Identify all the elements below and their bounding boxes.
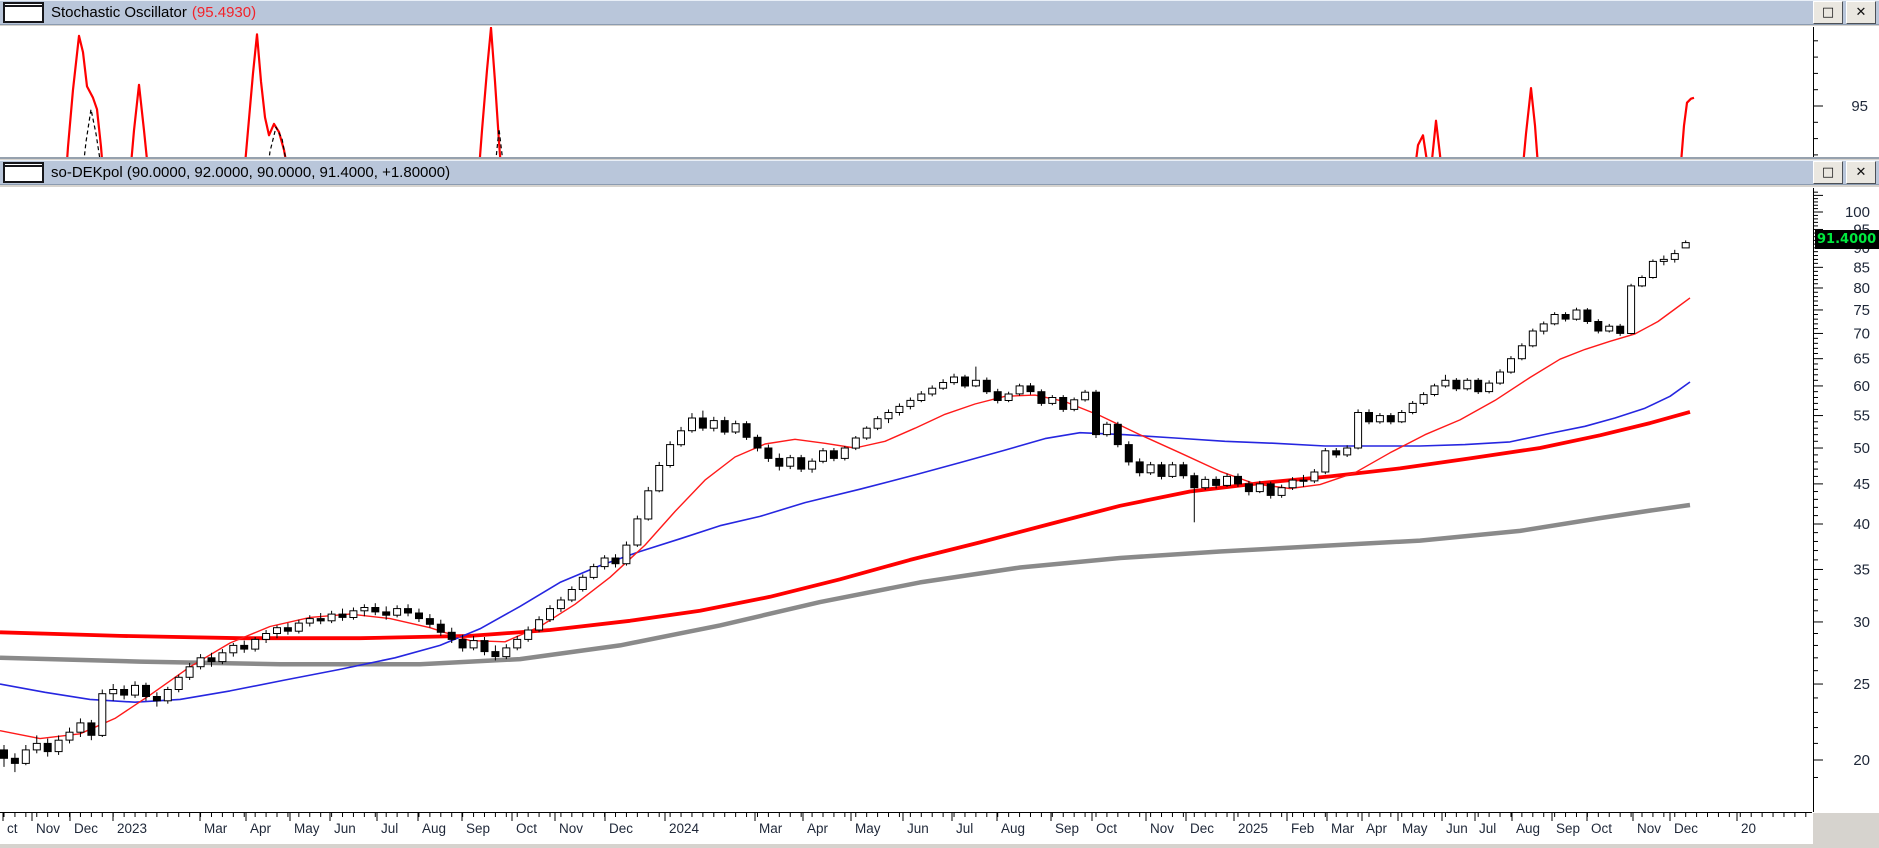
svg-text:Dec: Dec [609,821,633,836]
svg-text:100: 100 [1845,204,1870,221]
svg-text:Apr: Apr [250,821,272,836]
svg-text:75: 75 [1853,302,1870,319]
svg-text:2023: 2023 [117,821,147,836]
svg-text:Aug: Aug [422,821,446,836]
svg-text:80: 80 [1853,280,1870,297]
price-title: so-DEKpol (90.0000, 92.0000, 90.0000, 91… [51,164,451,181]
stochastic-value: (95.4930) [191,4,257,21]
window-menu-icon[interactable] [3,2,44,23]
svg-text:50: 50 [1853,440,1870,457]
svg-text:Mar: Mar [759,821,783,836]
svg-text:May: May [294,821,320,836]
close-button[interactable]: ✕ [1846,1,1876,24]
svg-text:85: 85 [1853,259,1870,276]
last-price-tag: 91.4000 [1815,230,1879,249]
svg-text:20: 20 [1853,752,1870,769]
svg-text:95: 95 [1851,98,1868,115]
price-titlebar[interactable]: so-DEKpol (90.0000, 92.0000, 90.0000, 91… [0,160,1879,185]
svg-text:Oct: Oct [516,821,537,836]
svg-text:Jun: Jun [334,821,356,836]
svg-text:Sep: Sep [1055,821,1079,836]
svg-text:70: 70 [1853,325,1870,342]
stochastic-titlebar[interactable]: Stochastic Oscillator (95.4930) □ ✕ [0,0,1879,25]
svg-text:Feb: Feb [1291,821,1314,836]
svg-text:Nov: Nov [1637,821,1661,836]
window-menu-icon[interactable] [3,162,44,183]
price-chart-area[interactable] [0,187,1879,844]
svg-text:Dec: Dec [1674,821,1698,836]
maximize-button[interactable]: □ [1813,1,1843,24]
svg-text:Apr: Apr [1366,821,1388,836]
svg-text:Jul: Jul [1479,821,1496,836]
svg-text:35: 35 [1853,561,1870,578]
stochastic-title: Stochastic Oscillator [51,4,187,21]
svg-text:Mar: Mar [1331,821,1355,836]
svg-text:Aug: Aug [1001,821,1025,836]
svg-text:Oct: Oct [1591,821,1612,836]
svg-text:Sep: Sep [466,821,490,836]
svg-text:30: 30 [1853,614,1870,631]
svg-text:May: May [1402,821,1428,836]
svg-text:Apr: Apr [807,821,829,836]
svg-text:Nov: Nov [36,821,60,836]
svg-text:Jul: Jul [956,821,973,836]
svg-text:May: May [855,821,881,836]
svg-text:45: 45 [1853,476,1870,493]
svg-text:Aug: Aug [1516,821,1540,836]
svg-text:Dec: Dec [1190,821,1214,836]
svg-text:Dec: Dec [74,821,98,836]
svg-text:Oct: Oct [1096,821,1117,836]
svg-text:ct: ct [7,821,18,836]
svg-text:Jul: Jul [381,821,398,836]
svg-text:2025: 2025 [1238,821,1268,836]
close-button[interactable]: ✕ [1846,161,1876,184]
svg-text:40: 40 [1853,516,1870,533]
stochastic-chart-area[interactable] [0,26,1879,159]
svg-text:Jun: Jun [907,821,929,836]
svg-text:2024: 2024 [669,821,700,836]
svg-text:65: 65 [1853,351,1870,368]
svg-text:Jun: Jun [1446,821,1468,836]
svg-text:25: 25 [1853,676,1870,693]
svg-text:20: 20 [1741,821,1756,836]
svg-text:Mar: Mar [204,821,228,836]
svg-text:Nov: Nov [1150,821,1174,836]
maximize-button[interactable]: □ [1813,161,1843,184]
svg-text:60: 60 [1853,378,1870,395]
svg-text:Nov: Nov [559,821,583,836]
svg-text:55: 55 [1853,408,1870,425]
svg-text:Sep: Sep [1556,821,1580,836]
